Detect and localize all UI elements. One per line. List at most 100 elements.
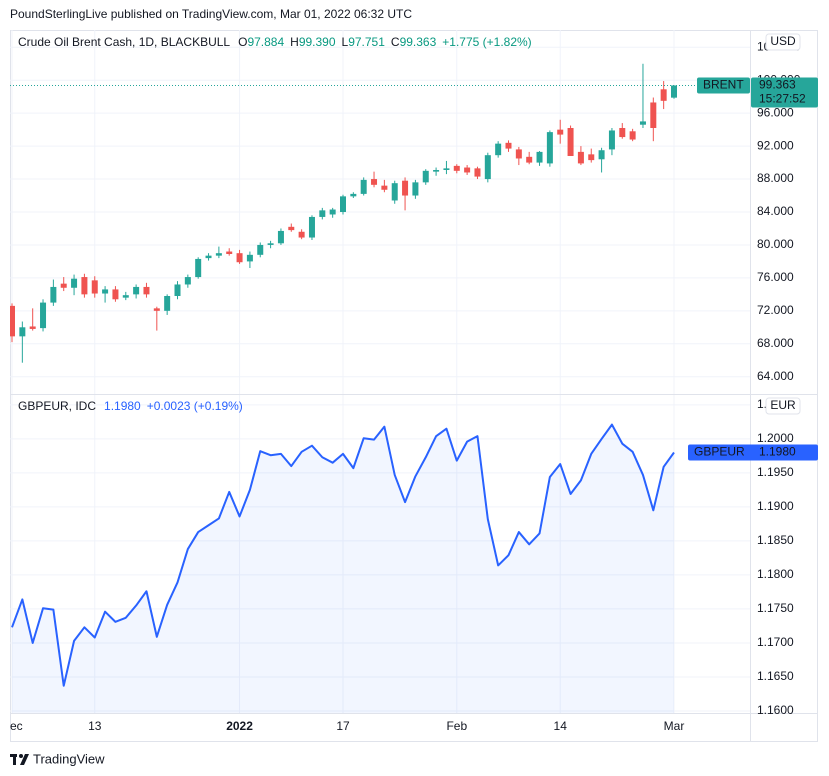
- x-tick-label: Mar: [664, 719, 685, 733]
- legend-value: 1.1980: [104, 399, 141, 413]
- legend-key: O: [238, 35, 247, 49]
- unit-box: [765, 33, 801, 51]
- candle-body: [650, 102, 657, 128]
- unit-box: [765, 397, 801, 415]
- candle-body: [381, 185, 388, 190]
- y-tick-label: 1.1750: [757, 601, 794, 615]
- line: [11, 423, 675, 687]
- candle-body: [371, 179, 378, 185]
- candle-body: [164, 296, 171, 311]
- unit-label: EUR: [770, 398, 796, 412]
- legend: Crude Oil Brent Cash, 1D, BLACKBULL O97.8…: [18, 35, 532, 49]
- tradingview-logo: [10, 754, 29, 765]
- candle-body: [536, 151, 543, 163]
- price-badge-value: 1.1980: [759, 445, 796, 459]
- candle-body: [484, 155, 491, 180]
- candle-body: [143, 286, 150, 295]
- x-tick-label: 17: [336, 719, 350, 733]
- tradingview-brand: TradingView: [33, 751, 105, 766]
- candle-body: [236, 253, 243, 263]
- price-badge-time: 15:27:52: [759, 92, 806, 106]
- candle-body: [422, 170, 429, 183]
- candle-body: [639, 121, 646, 125]
- y-tick-label: 92.000: [757, 138, 794, 152]
- y-tick-label: 1.1850: [757, 533, 794, 547]
- y-tick-label: 1.1800: [757, 567, 794, 581]
- series-badge: [697, 77, 750, 94]
- candle-body: [226, 251, 233, 254]
- x-tick-label: Dec: [1, 719, 22, 733]
- x-tick-label: 14: [554, 719, 568, 733]
- legend-change: +1.775 (+1.82%): [442, 35, 531, 49]
- candle-body: [277, 230, 284, 244]
- candle-body: [215, 253, 222, 256]
- grid: [10, 30, 750, 713]
- x-tick-label: 2022: [226, 719, 253, 733]
- candle-body: [102, 289, 109, 294]
- y-tick-label: 1.1700: [757, 635, 794, 649]
- publish-header: PoundSterlingLive published on TradingVi…: [10, 7, 412, 21]
- candle-body: [660, 89, 667, 101]
- y-tick-label: 68.000: [757, 336, 794, 350]
- candle-body: [267, 243, 274, 245]
- y-tick-label: 76.000: [757, 270, 794, 284]
- candle-body: [257, 244, 264, 255]
- price-badge: [688, 444, 818, 461]
- legend-value: 97.884: [247, 35, 284, 49]
- candle-body: [598, 150, 605, 160]
- candle-body: [474, 168, 481, 177]
- candle-body: [29, 326, 36, 329]
- series-badge-name: BRENT: [703, 78, 744, 92]
- legend-value: 99.363: [400, 35, 437, 49]
- candle-body: [453, 165, 460, 171]
- legend-key: L: [342, 35, 349, 49]
- candle-body: [153, 308, 160, 311]
- y-tick-label: 88.000: [757, 171, 794, 185]
- y-tick-label: 80.000: [757, 237, 794, 251]
- legend-title: Crude Oil Brent Cash, 1D, BLACKBULL: [18, 35, 230, 49]
- legend-value: 99.390: [299, 35, 336, 49]
- candle-body: [205, 255, 212, 259]
- y-tick-label: 72.000: [757, 303, 794, 317]
- candle-body: [619, 128, 626, 138]
- candle-body: [546, 132, 553, 164]
- y-tick-label: 96.000: [757, 105, 794, 119]
- candle-body: [40, 302, 47, 329]
- price-badge: [751, 77, 818, 108]
- candle-body: [308, 216, 315, 238]
- candle-body: [360, 179, 367, 194]
- candle-body: [10, 305, 15, 337]
- y-tick-label: 84.000: [757, 204, 794, 218]
- y-tick-label: 1.1650: [757, 669, 794, 683]
- candle-body: [174, 284, 181, 296]
- candle-body: [184, 277, 191, 285]
- candle-body: [81, 277, 88, 295]
- candle-body: [71, 278, 78, 288]
- candle-body: [505, 142, 512, 149]
- candle-body: [629, 131, 636, 140]
- legend: GBPEUR, IDC 1.1980 +0.0023 (+0.19%): [18, 399, 243, 413]
- candle-body: [495, 143, 502, 156]
- candle-body: [402, 180, 409, 196]
- legend-value: 97.751: [348, 35, 385, 49]
- candle-body: [412, 182, 419, 196]
- candle-body: [329, 209, 336, 215]
- unit-label: USD: [770, 34, 796, 48]
- candle-body: [319, 210, 326, 217]
- y-tick-label: 1.1600: [757, 703, 794, 717]
- x-tick-label: 13: [88, 719, 102, 733]
- candle-body: [567, 128, 574, 156]
- candle-body: [288, 226, 295, 231]
- candle-body: [350, 193, 357, 197]
- y-tick-label: 64.000: [757, 369, 794, 383]
- candle-body: [246, 254, 253, 262]
- candle-body: [557, 129, 564, 135]
- candle-body: [122, 295, 129, 298]
- x-tick-label: Feb: [446, 719, 467, 733]
- candle-body: [60, 283, 67, 288]
- legend-change: +0.0023 (+0.19%): [147, 399, 243, 413]
- area-fill: [12, 424, 674, 713]
- candle-body: [608, 130, 615, 150]
- candle-body: [443, 168, 450, 170]
